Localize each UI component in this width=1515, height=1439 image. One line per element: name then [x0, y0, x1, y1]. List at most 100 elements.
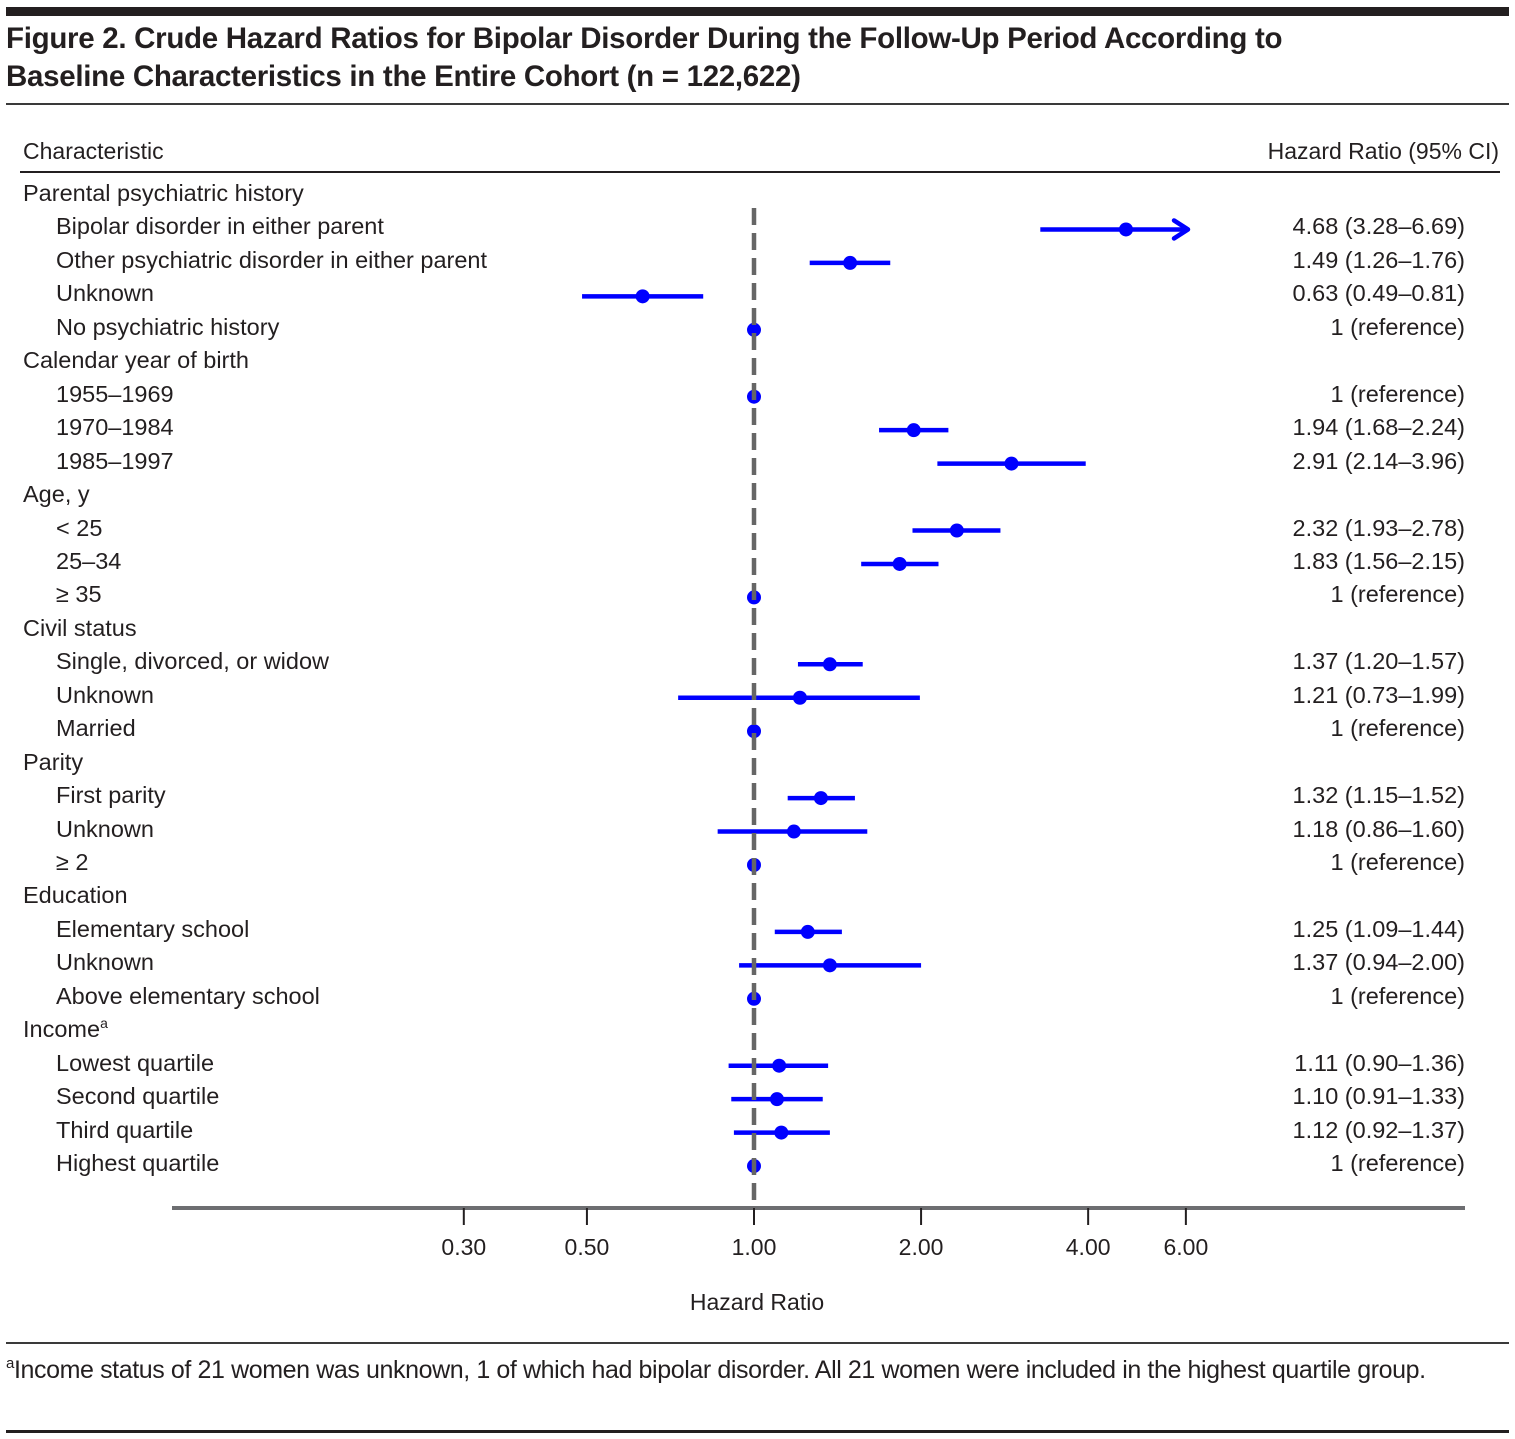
hazard-ratio-value: 1.10 (0.91–1.33) — [1292, 1083, 1465, 1110]
point-estimate — [1118, 222, 1133, 237]
row-label-text: Second quartile — [56, 1083, 220, 1110]
point-estimate — [635, 289, 650, 304]
row-label-text: Calendar year of birth — [23, 347, 249, 374]
row-label-text: Lowest quartile — [56, 1049, 215, 1076]
figure-title-line-2: Baseline Characteristics in the Entire C… — [6, 60, 801, 93]
figure-title: Figure 2. Crude Hazard Ratios for Bipola… — [6, 20, 1506, 96]
row-label-text: ≥ 35 — [56, 581, 102, 608]
row-label: Unknown — [56, 815, 154, 843]
point-estimate — [769, 1092, 784, 1107]
x-axis-title: Hazard Ratio — [689, 1289, 825, 1315]
point-estimate — [906, 423, 921, 438]
hazard-ratio-value: 1 (reference) — [1330, 581, 1465, 608]
bottom-rule — [6, 1430, 1509, 1433]
row-label-text: Other psychiatric disorder in either par… — [56, 246, 488, 273]
group-label: Age, y — [23, 480, 90, 508]
row-label: Unknown — [56, 279, 154, 307]
footnote-rule — [6, 1342, 1509, 1344]
row-label-text: Parity — [23, 748, 84, 775]
point-estimate — [1004, 456, 1019, 471]
group-label: Incomea — [23, 1015, 108, 1043]
row-label: ≥ 2 — [56, 848, 89, 876]
point-estimate — [949, 523, 964, 538]
row-label: < 25 — [56, 514, 102, 542]
column-header-hazard-ratio: Hazard Ratio (95% CI) — [1267, 138, 1499, 164]
row-label: Above elementary school — [56, 982, 320, 1010]
point-estimate — [747, 322, 761, 337]
point-estimate — [822, 657, 837, 672]
row-label: No psychiatric history — [56, 313, 279, 341]
row-label-text: 1985–1997 — [56, 447, 174, 474]
row-label: Elementary school — [56, 915, 249, 943]
hazard-ratio-value: 1 (reference) — [1330, 1150, 1465, 1177]
row-label-text: Highest quartile — [56, 1150, 220, 1177]
row-label-text: 1955–1969 — [56, 380, 174, 407]
row-label-text: 25–34 — [56, 547, 122, 574]
point-estimate — [772, 1058, 787, 1073]
row-label: 1970–1984 — [56, 413, 174, 441]
hazard-ratio-value: 1.18 (0.86–1.60) — [1292, 815, 1465, 842]
x-tick-label: 0.50 — [564, 1234, 610, 1260]
row-label: Lowest quartile — [56, 1049, 214, 1077]
column-header-characteristic: Characteristic — [23, 138, 164, 164]
point-estimate — [786, 824, 801, 839]
row-label-text: Education — [23, 882, 128, 909]
title-rule — [6, 103, 1509, 105]
row-label: Third quartile — [56, 1116, 193, 1144]
group-label: Parity — [23, 748, 83, 776]
row-label-text: No psychiatric history — [56, 313, 280, 340]
point-estimate — [822, 958, 837, 973]
group-label: Education — [23, 881, 128, 909]
hazard-ratio-value: 1 (reference) — [1330, 982, 1465, 1009]
hazard-ratio-value: 1 (reference) — [1330, 313, 1465, 340]
row-label: Married — [56, 714, 136, 742]
top-rule — [6, 7, 1509, 16]
hazard-ratio-value: 1 (reference) — [1330, 380, 1465, 407]
point-estimate — [813, 791, 828, 806]
hazard-ratio-value: 1.37 (0.94–2.00) — [1292, 949, 1465, 976]
row-label: 1985–1997 — [56, 447, 174, 475]
footnote: aIncome status of 21 women was unknown, … — [6, 1353, 1512, 1387]
row-label-text: Unknown — [56, 815, 154, 842]
point-estimate — [892, 556, 907, 571]
hazard-ratio-value: 4.68 (3.28–6.69) — [1292, 213, 1465, 240]
group-label: Parental psychiatric history — [23, 179, 304, 207]
x-tick-label: 0.30 — [441, 1234, 487, 1260]
row-label-text: Bipolar disorder in either parent — [56, 213, 384, 240]
row-label-text: Above elementary school — [56, 982, 320, 1009]
hazard-ratio-value: 1.49 (1.26–1.76) — [1292, 246, 1465, 273]
hazard-ratio-value: 1.37 (1.20–1.57) — [1292, 648, 1465, 675]
point-estimate — [747, 724, 761, 739]
row-label-text: Income — [23, 1016, 101, 1043]
row-label: Bipolar disorder in either parent — [56, 212, 384, 240]
row-label: 1955–1969 — [56, 380, 174, 408]
row-label-text: Unknown — [56, 681, 154, 708]
x-tick-label: 1.00 — [731, 1234, 777, 1260]
footnote-marker: a — [100, 1015, 108, 1032]
hazard-ratio-value: 1.32 (1.15–1.52) — [1292, 782, 1465, 809]
hazard-ratio-value: 1.83 (1.56–2.15) — [1292, 547, 1465, 574]
row-label: Other psychiatric disorder in either par… — [56, 246, 487, 274]
point-estimate — [792, 690, 807, 705]
hazard-ratio-value: 2.32 (1.93–2.78) — [1292, 514, 1465, 541]
hazard-ratio-value: 1 (reference) — [1330, 715, 1465, 742]
figure-title-line-1: Figure 2. Crude Hazard Ratios for Bipola… — [6, 22, 1283, 55]
group-label: Calendar year of birth — [23, 346, 249, 374]
row-label: Highest quartile — [56, 1149, 219, 1177]
row-label-text: Civil status — [23, 614, 137, 641]
point-estimate — [843, 255, 858, 270]
row-label-text: Parental psychiatric history — [23, 180, 304, 206]
ci-arrow-icon — [1171, 218, 1191, 241]
hazard-ratio-value: 0.63 (0.49–0.81) — [1292, 280, 1465, 307]
row-label-text: Single, divorced, or widow — [56, 648, 329, 675]
row-label-text: Unknown — [56, 280, 154, 307]
row-label-text: Unknown — [56, 949, 154, 976]
row-label: Second quartile — [56, 1082, 219, 1110]
row-label-text: Married — [56, 715, 136, 742]
x-tick-label: 2.00 — [898, 1234, 944, 1260]
footnote-marker: a — [6, 1355, 14, 1372]
group-label: Civil status — [23, 614, 137, 642]
row-label: Single, divorced, or widow — [56, 647, 329, 675]
footnote-text: Income status of 21 women was unknown, 1… — [13, 1356, 1426, 1384]
hazard-ratio-value: 1.11 (0.90–1.36) — [1294, 1049, 1465, 1076]
